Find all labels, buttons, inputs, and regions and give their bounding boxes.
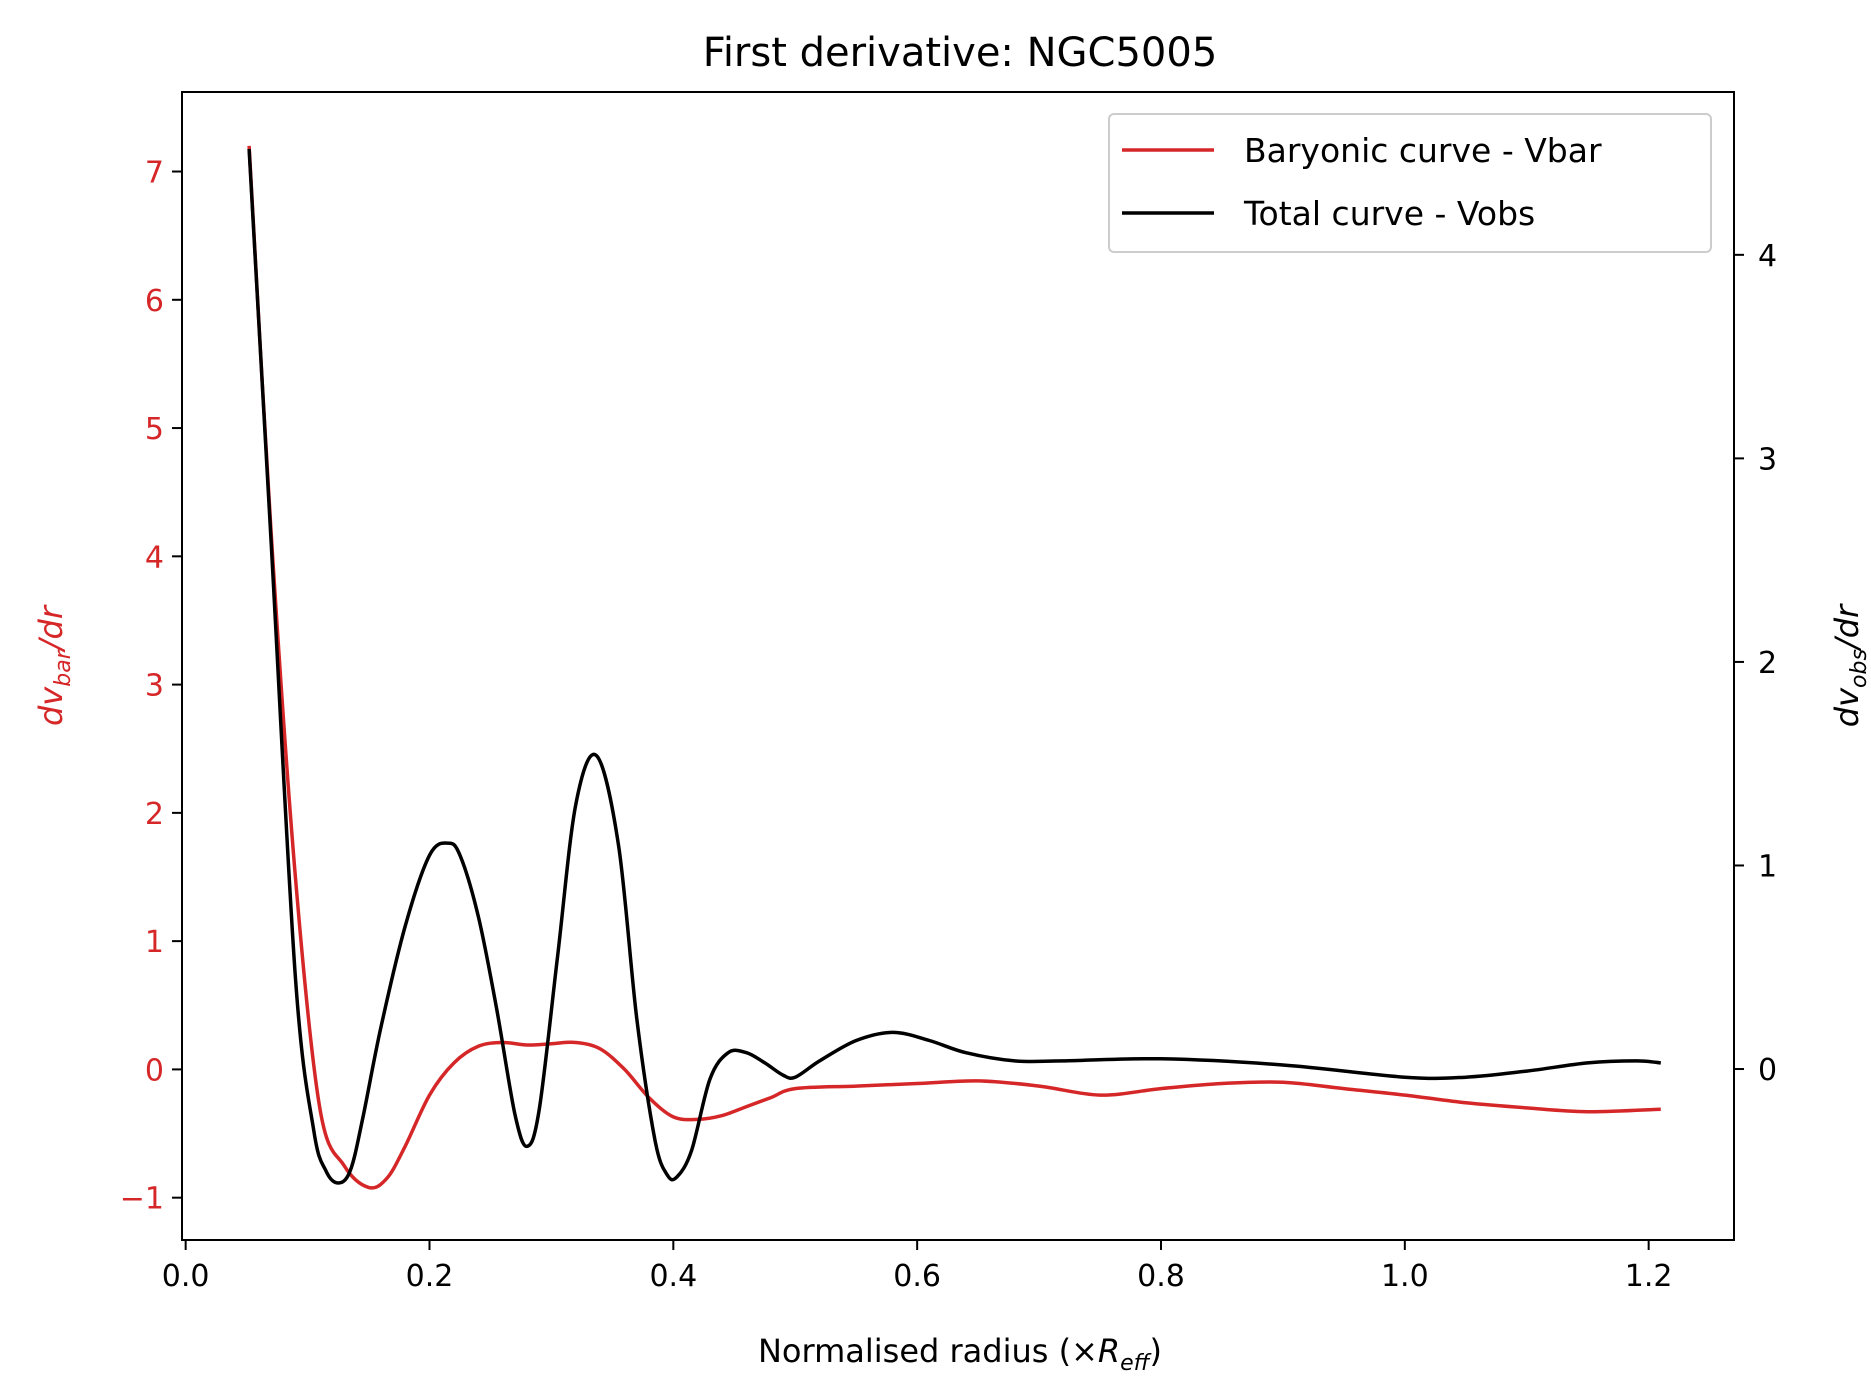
right-tick-label: 0: [1758, 1053, 1777, 1088]
left-tick-label: 6: [145, 284, 164, 319]
x-tick-label: 1.0: [1381, 1259, 1429, 1294]
x-tick-label: 0.6: [893, 1259, 941, 1294]
legend-label-obs: Total curve - Vobs: [1243, 194, 1535, 233]
left-tick-label: 3: [145, 669, 164, 704]
legend-label-bar: Baryonic curve - Vbar: [1244, 131, 1602, 170]
x-axis-label: Normalised radius (×Reff): [758, 1332, 1162, 1376]
left-tick-label: 4: [145, 540, 164, 575]
x-tick-label: 0.8: [1137, 1259, 1185, 1294]
x-tick-label: 0.0: [162, 1259, 210, 1294]
left-axis-label: dvbar/dr: [32, 604, 76, 726]
right-tick-label: 4: [1758, 239, 1777, 274]
legend-box: [1108, 113, 1712, 253]
left-tick-label: −1: [120, 1182, 164, 1217]
left-tick-label: 5: [145, 412, 164, 447]
left-tick-label: 7: [145, 156, 164, 191]
plot-frame: [181, 91, 1735, 1241]
x-tick-label: 0.4: [649, 1259, 697, 1294]
series-line-obs: [247, 148, 1661, 1185]
right-tick-label: 2: [1758, 646, 1777, 681]
axes-layer: 0.0 0.2 0.4 0.6 0.8 1.0 1.2 −1 0 1 2 3 4 5 6 7 0 1 2 3 4: [120, 156, 1777, 1294]
legend: Baryonic curve - Vbar Total curve - Vobs: [1108, 113, 1712, 253]
x-tick-label: 0.2: [406, 1259, 454, 1294]
left-tick-label: 0: [145, 1053, 164, 1088]
series-layer: [247, 145, 1661, 1190]
right-tick-label: 1: [1758, 849, 1777, 884]
right-tick-label: 3: [1758, 442, 1777, 477]
x-tick-label: 1.2: [1625, 1259, 1673, 1294]
left-tick-label: 1: [145, 925, 164, 960]
chart-title: First derivative: NGC5005: [703, 30, 1218, 76]
left-tick-label: 2: [145, 797, 164, 832]
